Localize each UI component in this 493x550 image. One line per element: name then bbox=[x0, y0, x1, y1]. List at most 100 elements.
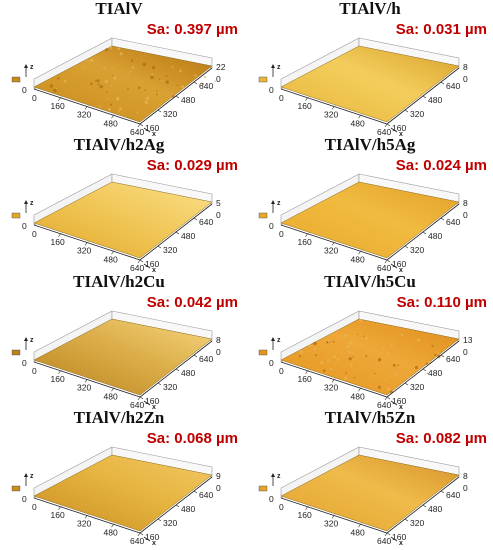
z-axis-indicator: z bbox=[258, 64, 281, 83]
x-origin-label: 0 bbox=[32, 93, 37, 103]
z-axis-indicator: z bbox=[11, 337, 34, 356]
z-min-label: 0 bbox=[269, 494, 274, 504]
y-tick-label: 160 bbox=[145, 396, 159, 406]
sa-value: Sa: 0.029 µm bbox=[146, 157, 238, 174]
height-surface bbox=[280, 181, 460, 259]
afm-panel: TIAlV/h2Zn Sa: 0.068 µm z 0 9 160 320 480 640 640… bbox=[0, 408, 246, 547]
x-tick-label: 160 bbox=[298, 510, 312, 520]
x-tick-label: 320 bbox=[77, 383, 91, 393]
height-surface bbox=[33, 454, 213, 532]
x-origin-label: 0 bbox=[32, 229, 37, 239]
z-max-label: 8 bbox=[463, 471, 468, 481]
x-tick-label: 480 bbox=[104, 527, 118, 537]
y-tick-label: 320 bbox=[163, 382, 177, 392]
x-tick-label: 640 bbox=[130, 263, 144, 273]
x-tick-label: 640 bbox=[130, 127, 144, 137]
afm-panel: TIAlV/h Sa: 0.031 µm z 0 8 160 320 480 640 640 480… bbox=[247, 0, 493, 138]
x-tick-label: 320 bbox=[77, 519, 91, 529]
y-tick-label: 320 bbox=[410, 109, 424, 119]
z-min-label: 0 bbox=[22, 85, 27, 95]
height-surface bbox=[280, 45, 460, 123]
z-axis-label: z bbox=[277, 64, 281, 71]
y-tick-label: 640 bbox=[199, 354, 213, 364]
y-origin-label: 0 bbox=[216, 210, 221, 220]
y-tick-label: 320 bbox=[163, 518, 177, 528]
y-tick-label: 480 bbox=[428, 231, 442, 241]
z-min-label: 0 bbox=[269, 358, 274, 368]
x-tick-label: 480 bbox=[351, 391, 365, 401]
sa-value: Sa: 0.068 µm bbox=[146, 430, 238, 447]
x-origin-label: 0 bbox=[279, 366, 284, 376]
sa-value: Sa: 0.082 µm bbox=[395, 430, 487, 447]
x-axis-label: x bbox=[399, 540, 403, 547]
x-tick-label: 480 bbox=[104, 118, 118, 128]
x-origin-label: 0 bbox=[279, 502, 284, 512]
x-tick-label: 480 bbox=[104, 254, 118, 264]
sa-value: Sa: 0.024 µm bbox=[395, 157, 487, 174]
afm-panel: TIAlV/h2Cu Sa: 0.042 µm z 0 8 160 320 480 640 640… bbox=[0, 272, 246, 411]
afm-panel: TIAlV/h5Ag Sa: 0.024 µm z 0 8 160 320 480 640 640… bbox=[247, 136, 493, 274]
x-tick-label: 480 bbox=[351, 254, 365, 264]
y-tick-label: 320 bbox=[410, 382, 424, 392]
height-surface bbox=[280, 454, 460, 532]
x-origin-label: 0 bbox=[279, 93, 284, 103]
sa-value: Sa: 0.397 µm bbox=[146, 21, 238, 38]
x-tick-label: 160 bbox=[51, 237, 65, 247]
x-tick-label: 640 bbox=[377, 400, 391, 410]
y-tick-label: 160 bbox=[392, 259, 406, 269]
panel-title: TIAlV/h5Zn bbox=[324, 408, 416, 427]
x-tick-label: 320 bbox=[77, 246, 91, 256]
panel-title: TIAlV/h2Cu bbox=[73, 272, 165, 291]
z-min-label: 0 bbox=[22, 221, 27, 231]
x-tick-label: 320 bbox=[324, 383, 338, 393]
y-tick-label: 320 bbox=[410, 518, 424, 528]
y-origin-label: 0 bbox=[463, 483, 468, 493]
x-tick-label: 640 bbox=[130, 536, 144, 546]
x-tick-label: 640 bbox=[377, 263, 391, 273]
height-surface bbox=[33, 318, 213, 396]
y-tick-label: 640 bbox=[199, 490, 213, 500]
panel-title: TIAlV/h2Ag bbox=[73, 135, 165, 154]
z-max-label: 8 bbox=[463, 62, 468, 72]
z-max-label: 8 bbox=[216, 335, 221, 345]
afm-panel: TIAlV/h5Cu Sa: 0.110 µm z 0 13 160 320 480 640 64… bbox=[247, 273, 493, 411]
afm-panel: TIAlV/h2Ag Sa: 0.029 µm z 0 5 160 320 480 640 640… bbox=[0, 135, 246, 274]
y-tick-label: 480 bbox=[428, 368, 442, 378]
x-tick-label: 480 bbox=[351, 118, 365, 128]
y-tick-label: 640 bbox=[199, 217, 213, 227]
x-tick-label: 160 bbox=[298, 374, 312, 384]
x-tick-label: 480 bbox=[104, 391, 118, 401]
x-axis-label: x bbox=[152, 540, 156, 547]
x-axis-label: x bbox=[399, 404, 403, 411]
x-tick-label: 640 bbox=[130, 400, 144, 410]
z-axis-label: z bbox=[277, 337, 281, 344]
x-axis-label: x bbox=[399, 131, 403, 138]
y-tick-label: 480 bbox=[181, 231, 195, 241]
x-axis-label: x bbox=[399, 267, 403, 274]
x-axis-label: x bbox=[152, 404, 156, 411]
z-axis-label: z bbox=[30, 200, 34, 207]
panel-title: TIAlV/h2Zn bbox=[73, 408, 165, 427]
z-min-label: 0 bbox=[269, 85, 274, 95]
y-tick-label: 320 bbox=[410, 245, 424, 255]
x-tick-label: 320 bbox=[324, 519, 338, 529]
y-tick-label: 160 bbox=[145, 259, 159, 269]
x-tick-label: 160 bbox=[298, 101, 312, 111]
height-surface bbox=[280, 318, 460, 396]
y-tick-label: 480 bbox=[181, 95, 195, 105]
x-origin-label: 0 bbox=[32, 366, 37, 376]
z-axis-indicator: z bbox=[258, 473, 281, 492]
z-axis-indicator: z bbox=[258, 337, 281, 356]
z-axis-label: z bbox=[30, 337, 34, 344]
x-tick-label: 480 bbox=[351, 527, 365, 537]
z-max-label: 8 bbox=[463, 198, 468, 208]
y-tick-label: 480 bbox=[181, 368, 195, 378]
panel-title: TIAlV bbox=[95, 0, 143, 18]
x-tick-label: 160 bbox=[51, 510, 65, 520]
